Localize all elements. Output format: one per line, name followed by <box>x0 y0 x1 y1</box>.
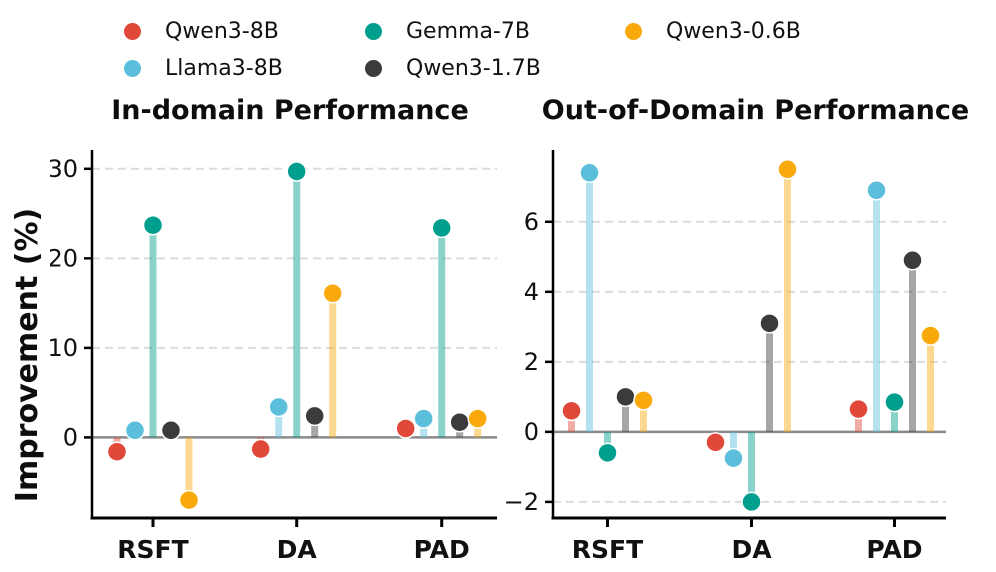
right-chart-title: Out-of-Domain Performance <box>541 95 970 126</box>
dot-qwen3-0.6b-da <box>322 283 343 304</box>
y-tick-label: 4 <box>524 278 539 306</box>
x-tick-label-pad: PAD <box>866 535 922 564</box>
y-tick-label: 10 <box>50 334 78 362</box>
dot-qwen3-1.7b-da <box>759 313 780 334</box>
dot-qwen3-8b-pad <box>395 418 416 439</box>
dot-qwen3-1.7b-da <box>304 405 325 427</box>
legend-swatch-icon <box>365 60 382 77</box>
x-tick-label-da: DA <box>277 535 318 564</box>
out-of-domain-chart: −2 0 2 4 6 RSFT DA PAD <box>505 150 946 564</box>
legend-swatch-icon <box>625 23 642 40</box>
dot-qwen3-1.7b-pad <box>449 411 470 433</box>
y-tick-label: 2 <box>524 348 539 376</box>
legend-label: Qwen3-0.6B <box>666 18 801 44</box>
legend-item-qwen3-1.7b: Qwen3-1.7B <box>365 50 625 87</box>
x-tick-label-pad: PAD <box>414 535 470 564</box>
dot-llama3-8b-da <box>723 447 744 469</box>
dot-qwen3-8b-da <box>705 432 726 453</box>
legend-swatch-icon <box>124 60 141 77</box>
dot-llama3-8b-pad <box>413 408 434 429</box>
dot-qwen3-0.6b-rsft <box>178 489 200 511</box>
legend-label: Gemma-7B <box>406 18 530 44</box>
y-axis-label: Improvement (%) <box>10 207 45 503</box>
legend-item-gemma-7b: Gemma-7B <box>365 13 625 50</box>
legend-item-qwen3-0.6b: Qwen3-0.6B <box>625 13 801 50</box>
dot-qwen3-0.6b-pad <box>467 408 488 429</box>
dot-qwen3-1.7b-rsft <box>615 386 636 408</box>
dot-qwen3-8b-rsft <box>561 400 582 422</box>
dot-gemma-7b-rsft <box>142 214 164 236</box>
dot-llama3-8b-da <box>268 396 289 418</box>
dot-gemma-7b-pad <box>884 391 905 413</box>
x-tick-label-rsft: RSFT <box>572 535 643 564</box>
dot-qwen3-0.6b-rsft <box>633 390 654 411</box>
legend-swatch-icon <box>365 23 382 40</box>
dot-gemma-7b-da <box>286 161 307 182</box>
dot-qwen3-8b-pad <box>848 398 869 420</box>
legend-label: Qwen3-1.7B <box>406 55 541 81</box>
legend-item-llama3-8b: Llama3-8B <box>124 50 365 87</box>
dot-qwen3-1.7b-rsft <box>160 420 182 441</box>
y-tick-label: −2 <box>505 488 539 516</box>
dot-gemma-7b-rsft <box>597 442 618 464</box>
y-tick-label: 0 <box>63 423 78 451</box>
x-tick-label-da: DA <box>731 535 772 564</box>
dot-gemma-7b-pad <box>431 217 452 239</box>
y-tick-label: 6 <box>524 208 539 236</box>
x-tick-label-rsft: RSFT <box>117 535 188 564</box>
y-tick-label: 30 <box>50 155 78 183</box>
dot-gemma-7b-da <box>741 491 762 513</box>
legend: Qwen3-8B Llama3-8B Gemma-7B Qwen3-1.7B Qwen3… <box>124 13 801 87</box>
legend-label: Llama3-8B <box>165 55 283 81</box>
left-chart-title: In-domain Performance <box>111 95 469 126</box>
legend-label: Qwen3-8B <box>165 18 279 44</box>
dot-llama3-8b-rsft <box>124 420 146 441</box>
legend-swatch-icon <box>124 23 141 40</box>
legend-item-qwen3-8b: Qwen3-8B <box>124 13 365 50</box>
dot-qwen3-1.7b-pad <box>902 250 923 271</box>
dot-qwen3-0.6b-pad <box>920 325 941 346</box>
dot-qwen3-8b-rsft <box>106 441 128 462</box>
dot-qwen3-8b-da <box>250 438 271 460</box>
y-tick-label: 20 <box>50 244 78 272</box>
y-tick-label: 0 <box>524 418 539 446</box>
in-domain-chart: 0 10 20 30 RSFT DA PAD <box>50 150 497 564</box>
dot-llama3-8b-pad <box>866 180 887 201</box>
dot-qwen3-0.6b-da <box>777 159 798 180</box>
dot-llama3-8b-rsft <box>579 162 600 184</box>
